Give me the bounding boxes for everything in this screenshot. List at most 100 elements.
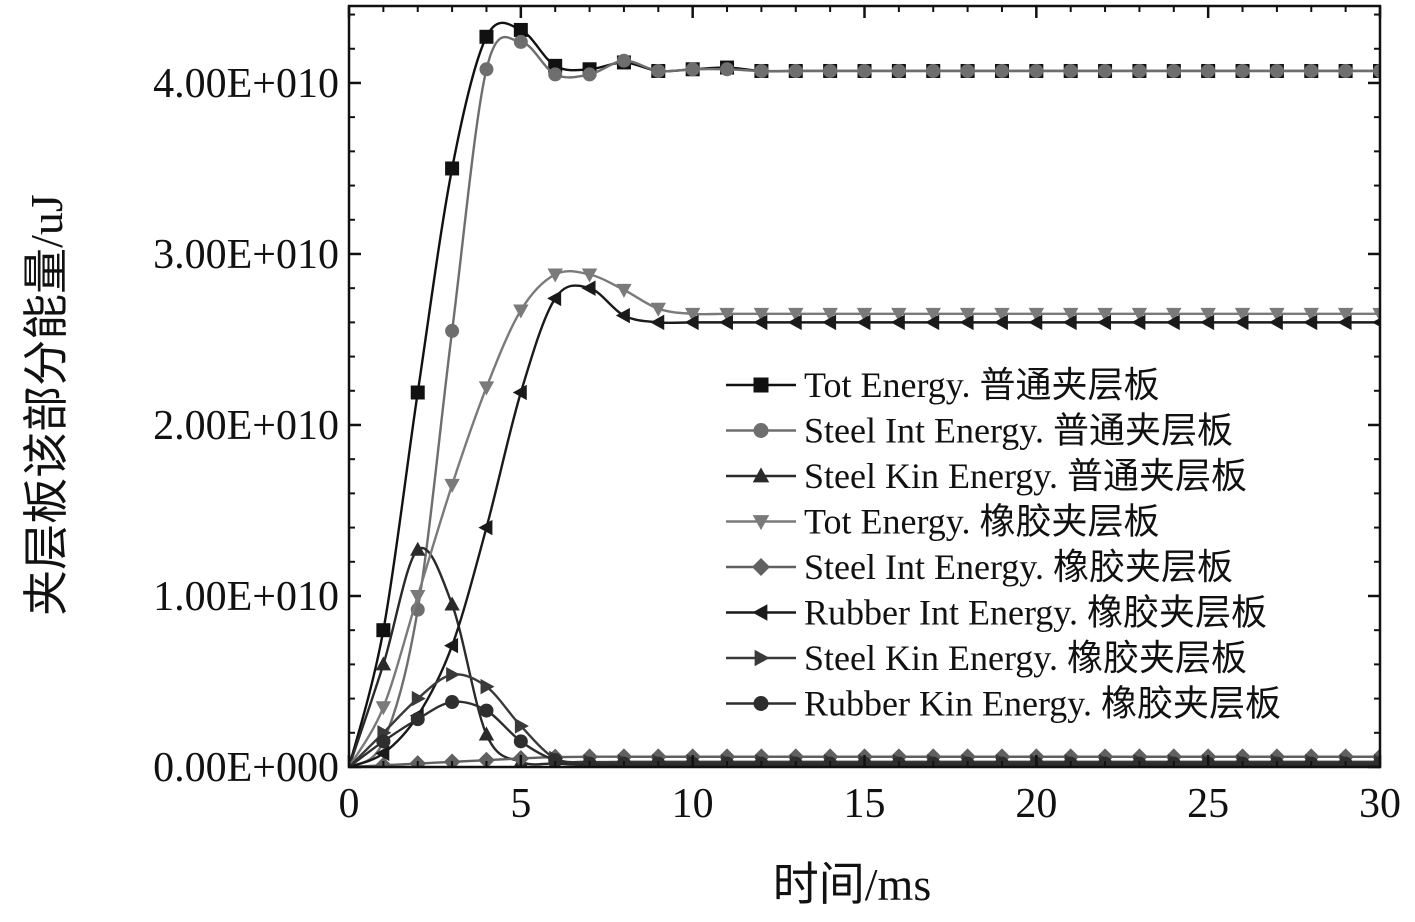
series-4-point — [1200, 307, 1216, 322]
series-6-point — [1165, 314, 1180, 331]
series-6-point — [856, 314, 871, 331]
legend-label: Steel Kin Energy. 普通夹层板 — [804, 456, 1247, 496]
legend-marker — [753, 377, 769, 393]
series-6-point — [1337, 314, 1352, 331]
series-6-point — [581, 280, 596, 296]
x-tick-label: 25 — [1187, 781, 1229, 827]
y-axis-title: 夹层板该部分能量/uJ — [21, 194, 72, 616]
series-1-point — [410, 385, 425, 400]
series-2-point — [1235, 63, 1250, 78]
series-1-point — [376, 623, 391, 638]
series-6-point — [822, 314, 837, 331]
series-6-point — [925, 314, 940, 331]
series-2-point — [513, 34, 528, 49]
series-6-point — [444, 637, 459, 654]
series-1-point — [479, 29, 494, 44]
series-8-point — [1373, 756, 1380, 767]
series-4-point — [753, 307, 770, 322]
series-4-point — [822, 307, 838, 322]
series-2-point — [754, 63, 769, 78]
series-8-point — [376, 734, 391, 749]
series-2-point — [616, 53, 631, 68]
series-6-point — [512, 384, 527, 401]
series-4-point — [1337, 307, 1354, 322]
series-6-point — [718, 314, 733, 331]
series-2-point — [548, 67, 563, 82]
series-6-point — [650, 314, 665, 331]
x-tick-label: 0 — [339, 781, 360, 827]
series-2-point — [1132, 63, 1147, 78]
series-2-point — [1029, 63, 1044, 78]
series-6-point — [890, 314, 905, 331]
series-1-point — [513, 22, 528, 37]
series-2 — [349, 34, 1380, 767]
series-4-point — [994, 307, 1010, 322]
series-6-point — [1028, 314, 1043, 331]
series-6-point — [1062, 314, 1077, 331]
series-4 — [349, 268, 1380, 767]
legend-item: Steel Int Energy. 普通夹层板 — [726, 411, 1233, 451]
series-4-point — [547, 268, 563, 283]
series-2-point — [1063, 63, 1078, 78]
series-4-point — [650, 302, 666, 317]
legend-marker — [753, 423, 769, 438]
series-4-point — [925, 307, 941, 322]
series-6-point — [1200, 314, 1215, 331]
series-3-point — [410, 541, 426, 556]
series-6-point — [478, 519, 493, 536]
series-6-point — [1303, 314, 1318, 331]
series-4-point — [513, 304, 529, 319]
legend-label: Rubber Kin Energy. 橡胶夹层板 — [804, 684, 1281, 724]
series-4-point — [616, 283, 632, 298]
legend-marker — [752, 604, 768, 621]
series-6-point — [787, 314, 802, 331]
series-2-point — [685, 62, 700, 77]
series-4-point — [1063, 307, 1079, 322]
series-4-point — [1269, 307, 1285, 322]
series-6-point — [959, 314, 974, 331]
legend-marker — [753, 696, 769, 711]
series-4-point — [410, 590, 426, 605]
series-6 — [349, 280, 1380, 767]
series-3-point — [375, 656, 392, 671]
legend-item: Tot Energy. 橡胶夹层板 — [726, 502, 1159, 542]
series-8-point — [410, 712, 425, 727]
legend-label: Rubber Int Energy. 橡胶夹层板 — [804, 593, 1267, 633]
legend: Tot Energy. 普通夹层板 Steel Int Energy. 普通夹层板… — [726, 365, 1281, 724]
series-4-point — [375, 701, 392, 716]
series-5-point — [443, 753, 461, 767]
y-tick-label: 2.00E+010 — [153, 403, 339, 449]
legend-item: Steel Kin Energy. 橡胶夹层板 — [726, 638, 1247, 678]
series-4-point — [891, 307, 907, 322]
series-2-point — [960, 63, 975, 78]
series-2-point — [788, 63, 803, 78]
series-4-point — [788, 307, 804, 322]
series-1-point — [445, 161, 460, 176]
legend-item: Rubber Kin Energy. 橡胶夹层板 — [726, 684, 1281, 724]
x-tick-label: 15 — [844, 781, 886, 827]
series-6-point — [753, 314, 768, 331]
series-6-point — [375, 745, 390, 762]
series-7-point — [446, 666, 461, 683]
legend-marker — [752, 467, 770, 483]
series-6-point — [1097, 314, 1112, 331]
series-8-point — [513, 734, 528, 749]
series-5-point — [478, 751, 495, 767]
series-7-point — [514, 718, 529, 734]
series-6-point — [1234, 314, 1249, 331]
x-tick-label: 10 — [672, 781, 714, 827]
series-6-point — [1131, 314, 1146, 331]
series-2-point — [891, 63, 906, 78]
series-4-point — [581, 268, 598, 283]
series-4-point — [1131, 307, 1148, 322]
series-4-point — [959, 307, 976, 322]
tick-layer: 0 5 10 15 20 25 30 0.00E+000 1.00E+010 2.00E+010 3… — [153, 6, 1401, 827]
legend-item: Tot Energy. 普通夹层板 — [726, 365, 1159, 405]
series-4-point — [478, 381, 495, 396]
y-tick-label: 1.00E+010 — [153, 574, 339, 620]
series-6-point — [615, 307, 630, 324]
series-4-point — [856, 307, 873, 322]
legend-marker — [752, 515, 770, 531]
series-8-point — [548, 753, 563, 767]
